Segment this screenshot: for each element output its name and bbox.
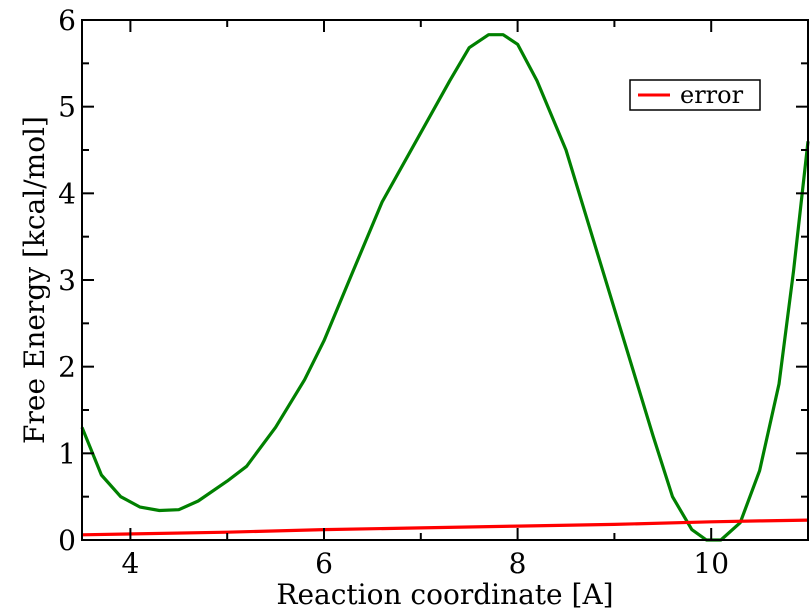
- legend-label-error: error: [680, 81, 744, 109]
- y-axis-title: Free Energy [kcal/mol]: [18, 116, 51, 444]
- series-line-error: [81, 518, 809, 537]
- y-tick-label: 5: [58, 91, 76, 124]
- y-tick-label: 0: [58, 524, 76, 557]
- y-tick-label: 6: [58, 4, 76, 37]
- y-tick-label: 3: [58, 264, 76, 297]
- x-tick-label: 6: [315, 547, 333, 580]
- x-tick-label: 4: [121, 547, 139, 580]
- tick-labels-group: 4 6 8 10 0 1 2 3 4 5 6: [58, 4, 729, 580]
- y-tick-label: 2: [58, 351, 76, 384]
- axis-ticks-group: [82, 19, 809, 541]
- y-tick-label: 4: [58, 177, 76, 210]
- x-axis-title: Reaction coordinate [A]: [276, 578, 613, 610]
- x-tick-label: 10: [693, 547, 729, 580]
- legend: error: [629, 79, 761, 111]
- x-tick-label: 8: [509, 547, 527, 580]
- y-tick-label: 1: [58, 437, 76, 470]
